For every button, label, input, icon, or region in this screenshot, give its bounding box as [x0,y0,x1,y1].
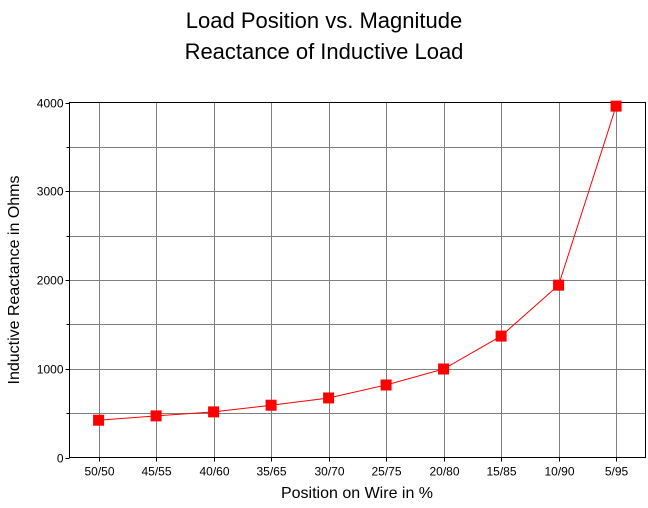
x-tick-label: 5/95 [605,465,629,479]
chart-title-line-2: Reactance of Inductive Load [185,39,464,64]
data-point-marker [380,379,392,391]
x-axis-title: Position on Wire in % [281,485,433,502]
gridlines [69,102,646,458]
x-tick-label: 50/50 [84,465,114,479]
y-axis-title: Inductive Reactance in Ohms [6,176,23,385]
x-tick-label: 30/70 [314,465,344,479]
series-reactance [93,100,622,426]
data-point-marker [438,363,450,375]
data-point-marker [93,414,105,426]
data-point-marker [150,410,162,422]
y-tick-label: 0 [57,452,64,466]
x-tick-label: 45/55 [141,465,171,479]
x-tick-label: 20/80 [429,465,459,479]
x-tick-label: 15/85 [486,465,516,479]
x-tick-label: 25/75 [371,465,401,479]
data-point-marker [208,406,220,418]
chart-title-line-1: Load Position vs. Magnitude [186,8,462,33]
x-tick-label: 10/90 [544,465,574,479]
x-tick-label: 35/65 [256,465,286,479]
x-axis-ticks: 50/50 45/55 40/60 35/65 30/70 25/75 20/80 15/85… [84,457,629,479]
data-point-marker [553,279,565,291]
y-tick-label: 1000 [37,363,64,377]
y-tick-label: 2000 [37,274,64,288]
data-point-marker [610,100,622,112]
y-tick-label: 3000 [37,185,64,199]
y-tick-label: 4000 [37,97,64,111]
y-axis-ticks: 0 1000 2000 3000 4000 [37,97,70,466]
x-tick-label: 40/60 [199,465,229,479]
data-point-marker [265,399,277,411]
series-line [98,105,617,421]
data-point-marker [495,330,507,342]
data-point-marker [323,392,335,404]
